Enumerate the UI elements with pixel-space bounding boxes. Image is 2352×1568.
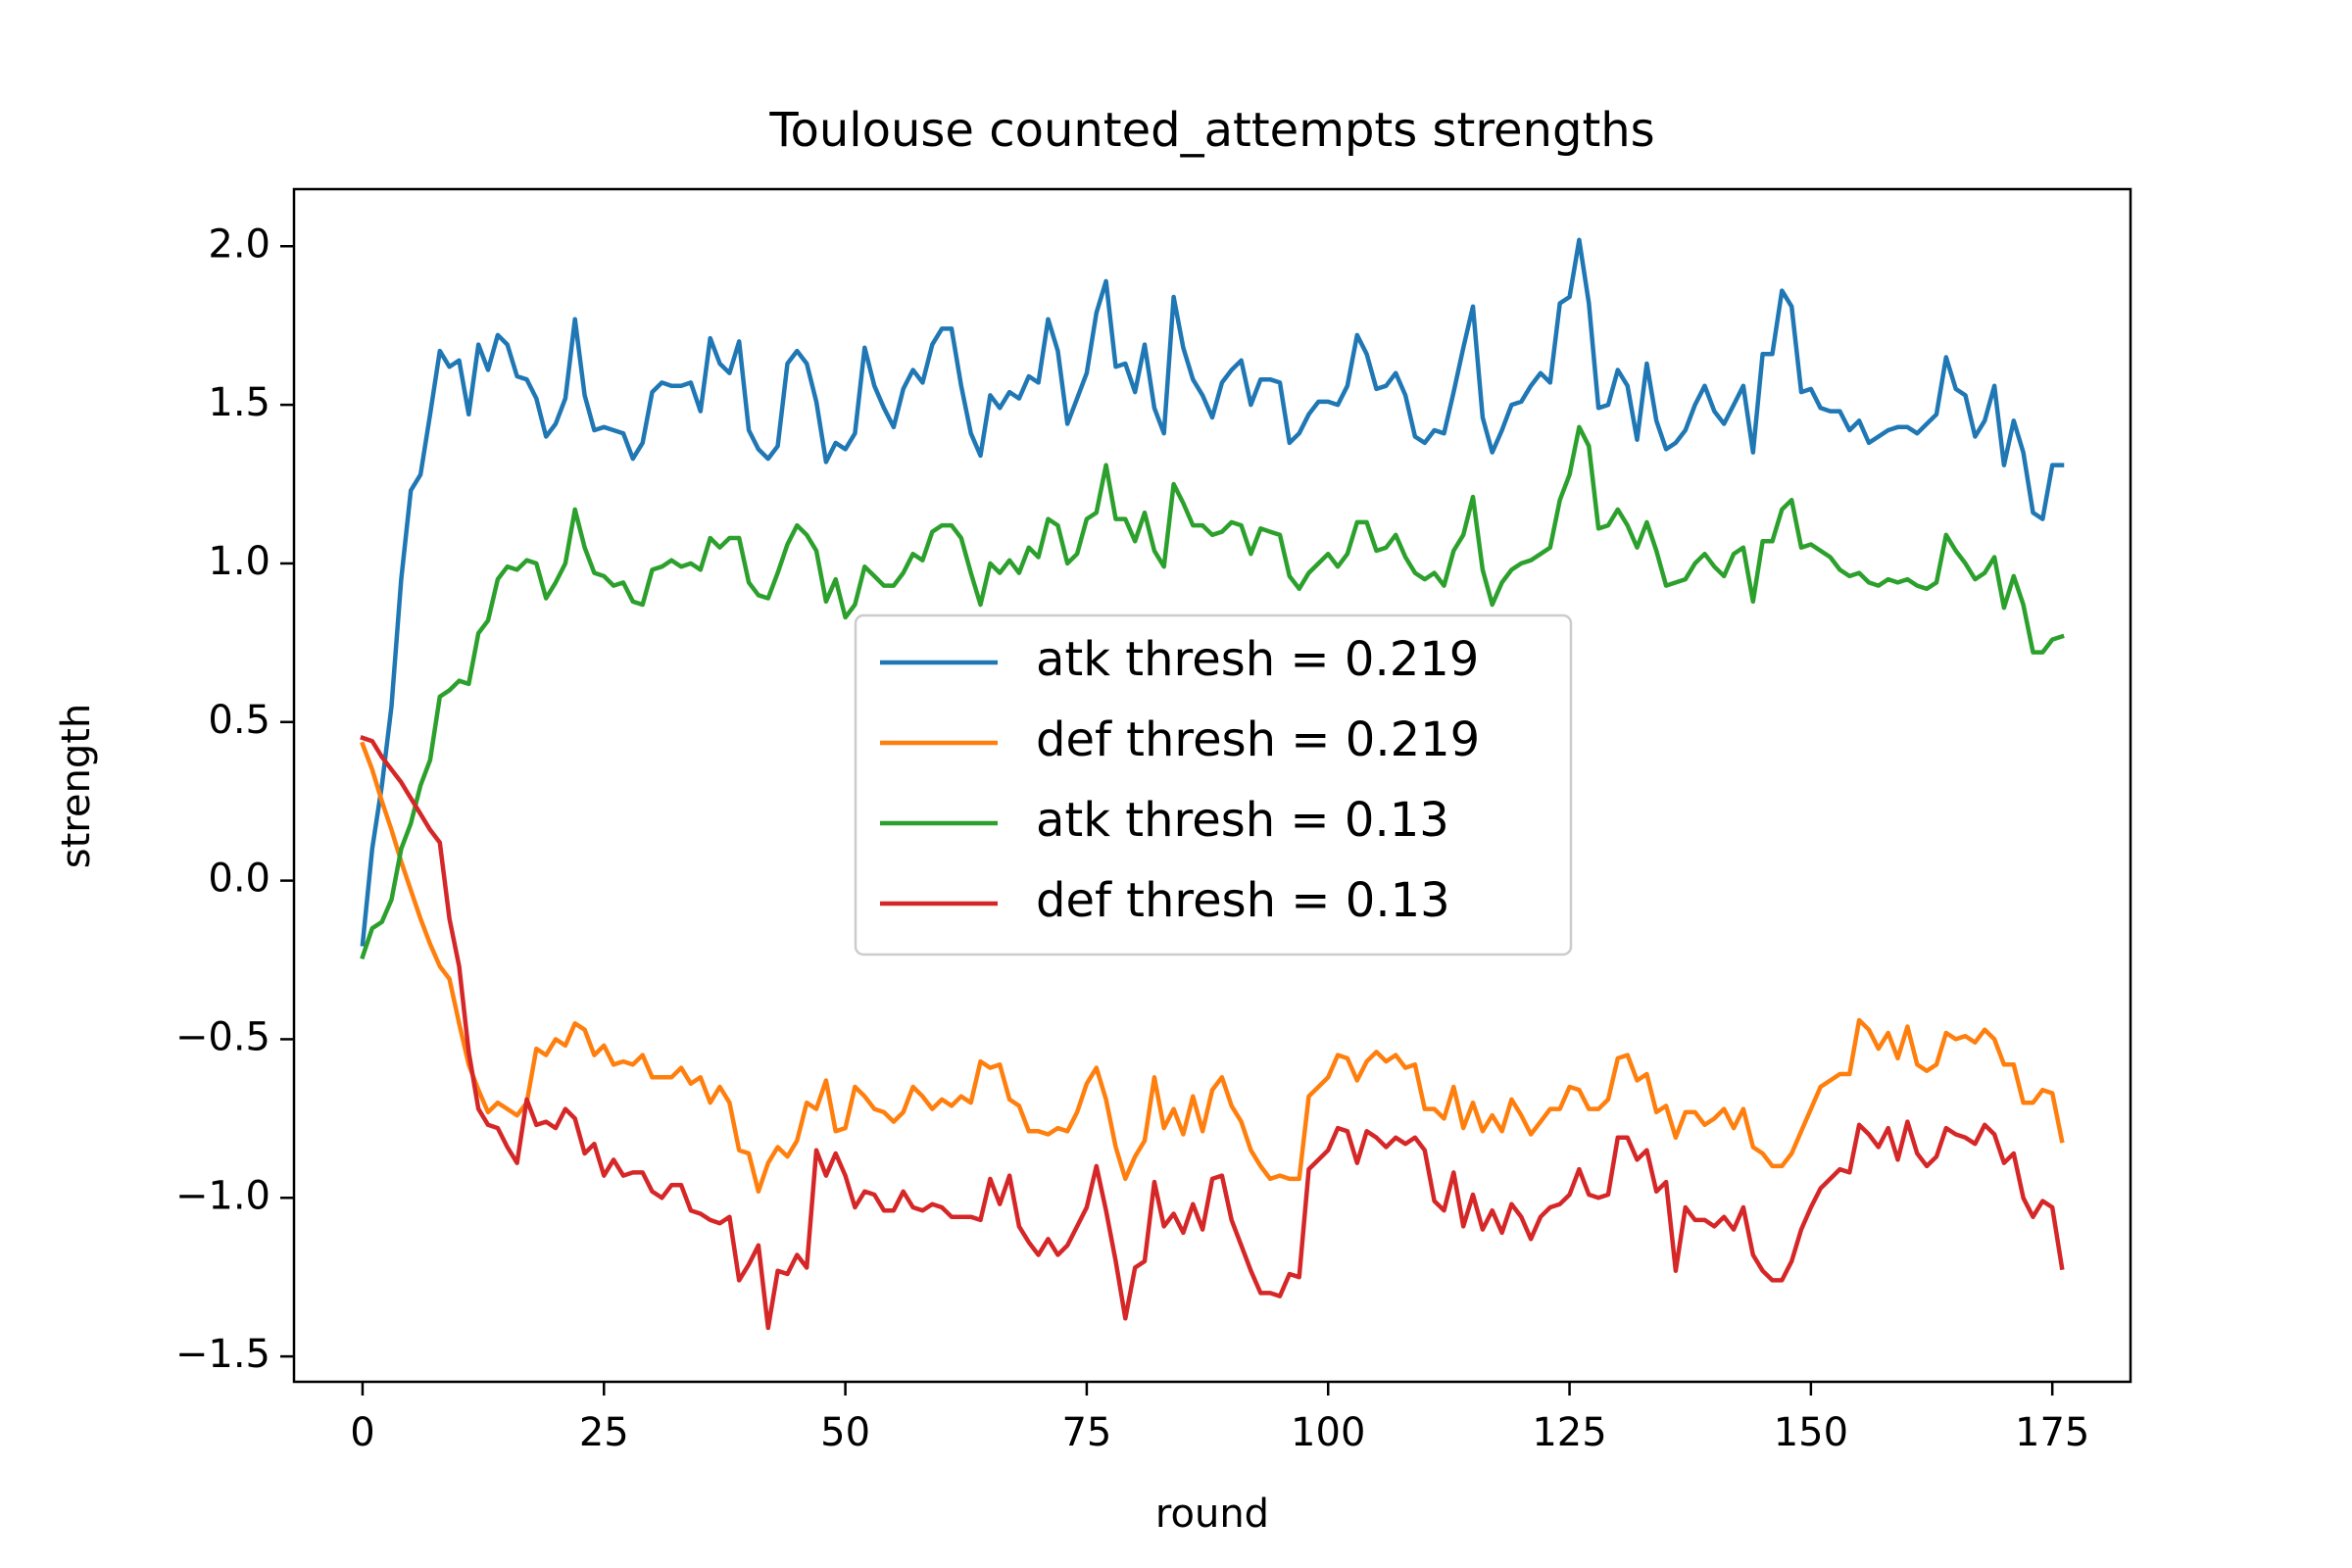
x-tick-label: 25 xyxy=(579,1410,629,1455)
x-tick-label: 100 xyxy=(1291,1410,1365,1455)
x-tick-label: 125 xyxy=(1532,1410,1606,1455)
y-tick-label: 2.0 xyxy=(208,221,270,267)
y-tick-label: 1.5 xyxy=(208,380,270,425)
legend: atk thresh = 0.219 def thresh = 0.219 atk … xyxy=(854,613,1573,956)
legend-label-2: def thresh = 0.219 xyxy=(1036,712,1480,767)
y-tick-label: 0.5 xyxy=(208,698,270,743)
series-line-3 xyxy=(360,424,2065,960)
x-tick-label: 50 xyxy=(820,1410,870,1455)
chart-title: Toulouse counted_attempts strengths xyxy=(768,103,1654,158)
y-tick-label: 1.0 xyxy=(208,539,270,584)
series-line-4 xyxy=(360,735,2065,1331)
legend-label-3: atk thresh = 0.13 xyxy=(1036,793,1449,848)
series-line-2 xyxy=(360,741,2065,1195)
x-tick-label: 175 xyxy=(2015,1410,2089,1455)
y-tick-label: 0.0 xyxy=(208,857,270,902)
x-tick-label: 0 xyxy=(350,1410,374,1455)
legend-label-4: def thresh = 0.13 xyxy=(1036,873,1450,928)
y-tick-label: −1.0 xyxy=(175,1173,270,1218)
series-line-1 xyxy=(360,237,2065,947)
y-tick-label: −0.5 xyxy=(175,1014,270,1059)
legend-frame xyxy=(854,613,1573,956)
x-axis: 0 25 50 75 100 125 150 175 xyxy=(350,1382,2089,1455)
legend-label-1: atk thresh = 0.219 xyxy=(1036,632,1479,687)
plot-area xyxy=(292,187,2132,1384)
y-tick-label: −1.5 xyxy=(175,1332,270,1377)
x-axis-label: round xyxy=(1155,1492,1269,1537)
x-tick-label: 150 xyxy=(1774,1410,1848,1455)
x-tick-label: 75 xyxy=(1061,1410,1111,1455)
y-axis: −1.5 −1.0 −0.5 0.0 0.5 1.0 1.5 2.0 xyxy=(175,221,294,1377)
y-axis-label: strength xyxy=(54,704,99,868)
plot-frame xyxy=(292,187,2132,1384)
series-lines xyxy=(360,237,2065,1331)
